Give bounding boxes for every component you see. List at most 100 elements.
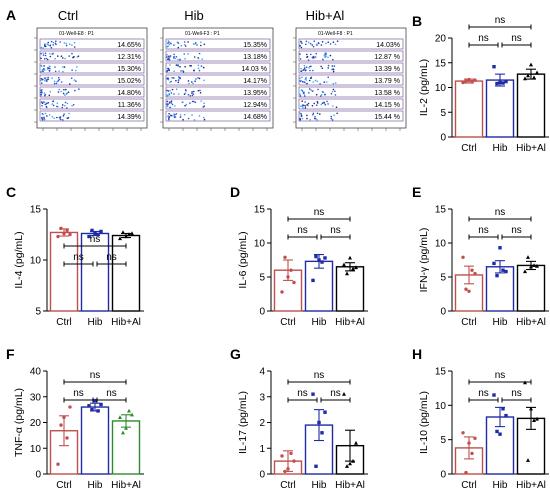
flow-event-dot [62, 115, 65, 117]
flow-gate-percent: 15.02% [117, 78, 141, 85]
flow-gate-percent: 13.18% [243, 54, 267, 61]
significance-label: ns [330, 225, 341, 236]
flow-event-dot [303, 81, 306, 83]
flow-event-dot [189, 65, 191, 67]
flow-event-dot [66, 107, 68, 109]
flow-gate [165, 50, 271, 62]
flow-event-dot [177, 58, 179, 61]
flow-event-dot [187, 117, 190, 120]
flow-event-dot [74, 89, 76, 92]
flow-event-dot [198, 52, 201, 55]
flow-event-dot [305, 66, 308, 68]
data-point [87, 404, 91, 408]
flow-event-dot [166, 56, 168, 58]
flow-event-dot [71, 69, 73, 71]
flow-gate [39, 38, 145, 50]
flow-event-dot [175, 80, 177, 82]
data-point [90, 407, 94, 412]
flow-event-dot [66, 117, 69, 120]
flow-gate [165, 62, 271, 74]
flow-event-dot [173, 77, 175, 79]
flow-event-dot [306, 117, 308, 120]
flow-gate-percent: 13.79 % [374, 78, 400, 85]
flow-event-dot [306, 82, 308, 85]
flow-event-dot [67, 91, 70, 93]
flow-event-dot [64, 101, 67, 104]
flow-event-dot [302, 81, 304, 83]
flow-event-dot [319, 95, 322, 97]
significance-label: ns [478, 388, 489, 399]
flow-event-dot [65, 42, 67, 45]
flow-event-dot [179, 77, 181, 79]
flow-event-dot [332, 58, 334, 61]
flow-event-dot [167, 45, 169, 47]
flow-event-dot [299, 45, 301, 47]
flow-event-dot [167, 77, 169, 80]
flow-event-dot [193, 119, 196, 121]
data-point [65, 436, 69, 440]
flow-event-dot [169, 55, 172, 57]
significance-label: ns [495, 15, 506, 26]
y-tick-label: 15 [435, 205, 447, 216]
flow-gate-percent: 14.03 % [241, 66, 267, 73]
flow-event-dot [332, 41, 335, 43]
flow-event-dot [307, 102, 310, 105]
flow-event-dot [43, 65, 45, 67]
flow-event-dot [305, 40, 308, 43]
flow-event-dot [173, 70, 175, 72]
flow-event-dot [166, 89, 168, 92]
significance-label: ns [495, 370, 506, 381]
flow-event-dot [300, 115, 303, 117]
y-axis-label: IL-10 (pg/mL) [418, 391, 430, 454]
flow-event-dot [299, 117, 301, 120]
y-tick-label: 40 [30, 367, 42, 378]
flow-event-dot [177, 93, 180, 95]
x-tick-label: Ctrl [461, 143, 477, 154]
data-point [529, 62, 533, 67]
flow-event-dot [197, 67, 200, 70]
flow-event-dot [57, 106, 59, 108]
significance-label: ns [106, 388, 117, 399]
flow-event-dot [322, 59, 325, 61]
flow-event-dot [311, 56, 314, 59]
flow-event-dot [43, 92, 46, 94]
data-point [283, 255, 287, 259]
flow-event-dot [54, 70, 57, 73]
flow-event-dot [42, 101, 44, 103]
flow-event-dot [199, 89, 201, 92]
flow-event-dot [44, 52, 47, 54]
flow-event-dot [73, 46, 76, 48]
flow-event-dot [168, 58, 171, 61]
data-point [56, 462, 60, 466]
data-point [130, 412, 134, 417]
flow-event-dot [166, 104, 169, 107]
flow-event-dot [300, 79, 302, 82]
flow-event-dot [40, 57, 42, 60]
significance-label: ns [478, 225, 489, 236]
flow-event-dot [170, 92, 173, 94]
flow-event-dot [40, 46, 43, 49]
flow-event-dot [194, 80, 196, 82]
flow-event-dot [311, 90, 314, 92]
flow-event-dot [40, 93, 42, 96]
x-tick-label: Ctrl [280, 317, 296, 328]
flow-event-dot [203, 79, 205, 82]
data-point [320, 431, 324, 435]
y-tick-label: 0 [259, 307, 265, 318]
flow-event-dot [52, 44, 54, 46]
flow-event-dot [183, 93, 186, 95]
flow-gate [39, 74, 145, 86]
flow-event-dot [299, 58, 302, 60]
flow-event-dot [308, 67, 310, 69]
flow-gate [39, 98, 145, 110]
flow-event-dot [314, 117, 316, 120]
flow-event-dot [47, 102, 50, 104]
data-point [286, 275, 290, 279]
flow-event-dot [313, 40, 316, 42]
data-point [59, 423, 63, 427]
bar [485, 79, 515, 138]
flow-event-dot [60, 90, 62, 93]
flow-event-dot [304, 107, 307, 109]
flow-event-dot [311, 104, 314, 107]
flow-event-dot [168, 43, 171, 46]
